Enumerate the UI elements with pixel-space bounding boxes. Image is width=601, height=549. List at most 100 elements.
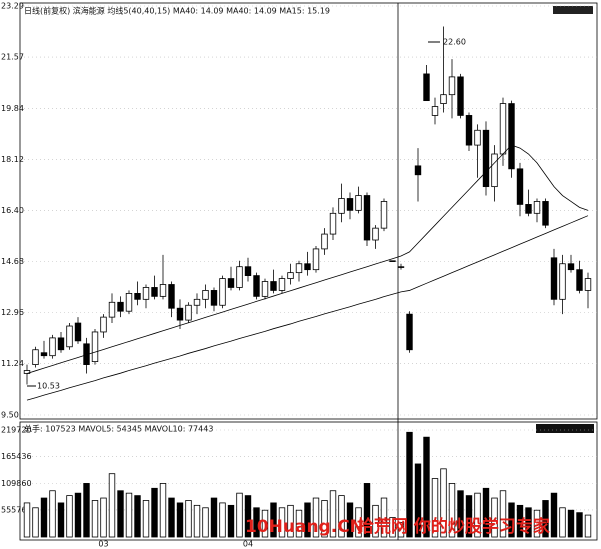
volume-bar [389,517,396,538]
volume-bar [397,521,405,538]
candle-body [355,195,362,211]
volume-bar [117,490,124,538]
candle-body [363,195,371,241]
y-tick-label: 19.84 [1,104,24,113]
volume-bar [270,502,277,538]
volume-bar [202,507,209,538]
candle-body [576,269,583,291]
y-tick-label: 9.50 [1,411,19,420]
volume-bar [312,497,320,538]
volume-title: 总手: 107523 MAVOL5: 54345 MAVOL10: 77443 [24,424,213,434]
candle-body [210,290,218,306]
volume-bar [32,507,39,538]
candle-body [474,129,481,146]
candle-body [151,287,158,297]
candle-body [40,352,48,357]
candle-body [559,263,566,300]
candle-body [159,284,167,297]
candle-body [227,278,235,288]
candle-body [176,307,184,321]
candle-body [542,201,549,226]
volume-bar [414,463,422,538]
candle-body [533,201,541,214]
candle-body [567,263,575,271]
candle-body [134,292,141,300]
volume-bar [151,487,158,538]
ma-line [26,144,589,374]
y-tick-label: 55576 [1,505,26,514]
volume-bar [482,487,490,538]
candle-body [117,301,124,312]
volume-bar [542,500,549,538]
y-tick-label: 11.24 [1,359,24,368]
ma-line [26,215,589,401]
candle-body [482,129,490,188]
volume-bar [431,478,439,538]
candle-body [499,103,507,155]
candle-body [244,266,252,277]
y-tick-label: 23.29 [1,2,24,11]
volume-bar [372,504,379,538]
volume-bar [329,490,337,538]
candle-body [338,198,345,214]
watermark: 10Huang.CN [245,517,364,537]
volume-bar [304,502,311,538]
y-tick-label: 219720 [1,426,32,435]
volume-bar [440,468,447,538]
x-tick-label: 03 [98,540,108,549]
candle-body [74,322,82,342]
volume-bar [168,497,175,538]
volume-bar [321,500,328,538]
volume-bar [295,509,303,538]
candle-body [91,331,99,363]
volume-bar [550,492,558,538]
volume-bar [193,504,201,538]
candle-body [100,316,107,333]
candle-body [525,204,532,214]
candle-body [66,325,73,348]
candle-body [321,233,328,250]
volume-tab [536,424,594,433]
volume-bar [176,502,184,538]
candle-body [32,349,39,365]
volume-bar [185,500,192,538]
y-tick-label: 165436 [1,452,32,461]
candle-body [346,198,354,211]
y-tick-label: 12.96 [1,308,24,317]
candle-body [261,281,269,297]
volume-bar [584,514,592,538]
toolbar-icons [553,6,593,14]
volume-bar [474,492,481,538]
candle-body [253,275,260,297]
volume-bar [380,497,388,538]
volume-bar [66,495,73,538]
candle-body [508,103,515,170]
volume-bar [278,507,286,538]
volume-bar [491,497,498,538]
candle-body [312,248,320,271]
candle-body [397,266,405,268]
candle-body [329,212,337,235]
volume-bar [57,502,65,538]
volume-bar [210,497,218,538]
volume-bar [499,490,507,538]
volume-bar [40,497,48,538]
volume-bar [355,507,362,538]
volume-bar [134,495,141,538]
candle-body [389,260,396,262]
candle-body [431,106,439,116]
volume-bar [346,502,354,538]
candle-body [304,263,311,271]
candle-body [440,94,447,104]
candle-body [236,266,243,288]
volume-bar [338,495,345,538]
candle-body [414,165,422,176]
y-tick-label: 109860 [1,479,32,488]
volume-bar [567,509,575,538]
volume-bar [533,509,541,538]
price-frame [19,2,598,420]
x-tick-label: 04 [243,540,253,549]
y-tick-label: 16.40 [1,206,24,215]
volume-bar [465,495,473,538]
volume-bar [363,483,371,538]
